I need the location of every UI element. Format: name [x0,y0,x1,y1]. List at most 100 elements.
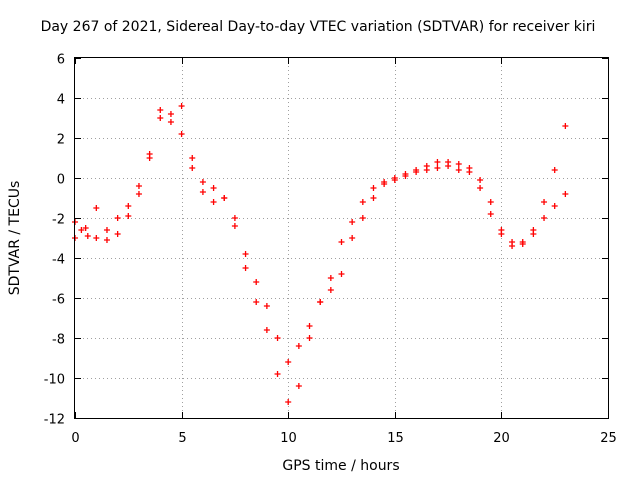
data-point [146,155,153,161]
data-point [477,177,484,183]
data-point [274,335,281,341]
data-point [189,165,196,171]
y-axis-label: SDTVAR / TECUs [7,181,23,296]
y-tick-label: -8 [52,333,65,348]
data-point [253,279,260,285]
plot-frame [74,57,609,419]
data-point [135,183,142,189]
data-point [189,155,196,161]
data-point [455,167,462,173]
data-point [327,275,334,281]
data-point [541,199,548,205]
x-tick-label: 20 [493,431,510,446]
data-point [263,303,270,309]
x-tick-label: 15 [387,431,404,446]
data-point [242,251,249,257]
y-tick-label: 6 [57,53,65,68]
data-point [391,177,398,183]
tick-labels-layer: 0 5 10 15 20 25 -12 -10 -8 -6 -4 -2 0 2 4 6 [44,53,617,447]
y-tick-label: -12 [44,413,65,428]
data-point [455,161,462,167]
data-point [82,225,89,231]
data-point [157,107,164,113]
series-track-b [72,103,569,365]
x-tick-label: 0 [71,431,79,446]
data-point [509,243,516,249]
data-point [103,227,110,233]
data-point [349,219,356,225]
data-point [562,191,569,197]
data-point [178,103,185,109]
data-point [551,167,558,173]
x-tick-label: 10 [280,431,297,446]
y-tick-label: 2 [57,133,65,148]
data-point [317,299,324,305]
data-point [93,205,100,211]
x-tick-label: 5 [178,431,186,446]
data-point [253,299,260,305]
data-point [359,215,366,221]
data-point [370,195,377,201]
data-point [242,265,249,271]
y-tick-label: -4 [52,253,65,268]
data-point [167,111,174,117]
data-point [306,335,313,341]
data-point [210,199,217,205]
data-point [423,167,430,173]
data-point [338,271,345,277]
grid-layer [75,58,608,418]
x-axis-label: GPS time / hours [282,458,399,474]
data-point [135,191,142,197]
data-point [125,203,132,209]
data-point [519,239,526,245]
series-track-a [72,115,569,405]
data-point [306,323,313,329]
data-point [167,119,174,125]
data-point [125,213,132,219]
ticks-layer [75,58,609,419]
data-point [285,359,292,365]
data-point [114,231,121,237]
data-point [295,343,302,349]
y-tick-label: -10 [44,373,65,388]
data-point [466,169,473,175]
data-point [445,163,452,169]
chart-title: Day 267 of 2021, Sidereal Day-to-day VTE… [41,19,596,35]
data-point [84,233,91,239]
data-point [381,181,388,187]
data-point [78,227,85,233]
data-point [338,239,345,245]
data-point [530,227,537,233]
data-point [562,123,569,129]
data-point [210,185,217,191]
data-point [434,159,441,165]
data-point [199,189,206,195]
data-point [93,235,100,241]
data-point [349,235,356,241]
x-tick-label: 25 [600,431,617,446]
data-point [285,399,292,405]
data-point [551,203,558,209]
data-point [199,179,206,185]
data-point [178,131,185,137]
data-points-layer [72,103,569,405]
y-tick-label: 4 [57,93,65,108]
data-point [487,199,494,205]
data-point [221,195,228,201]
data-point [477,185,484,191]
data-point [157,115,164,121]
data-point [541,215,548,221]
data-point [359,199,366,205]
data-point [274,371,281,377]
y-tick-label: -6 [52,293,65,308]
data-point [103,237,110,243]
data-point [114,215,121,221]
data-point [434,165,441,171]
data-point [231,215,238,221]
y-tick-label: 0 [57,173,65,188]
data-point [498,227,505,233]
data-point [295,383,302,389]
y-tick-label: -2 [52,213,65,228]
data-point [231,223,238,229]
